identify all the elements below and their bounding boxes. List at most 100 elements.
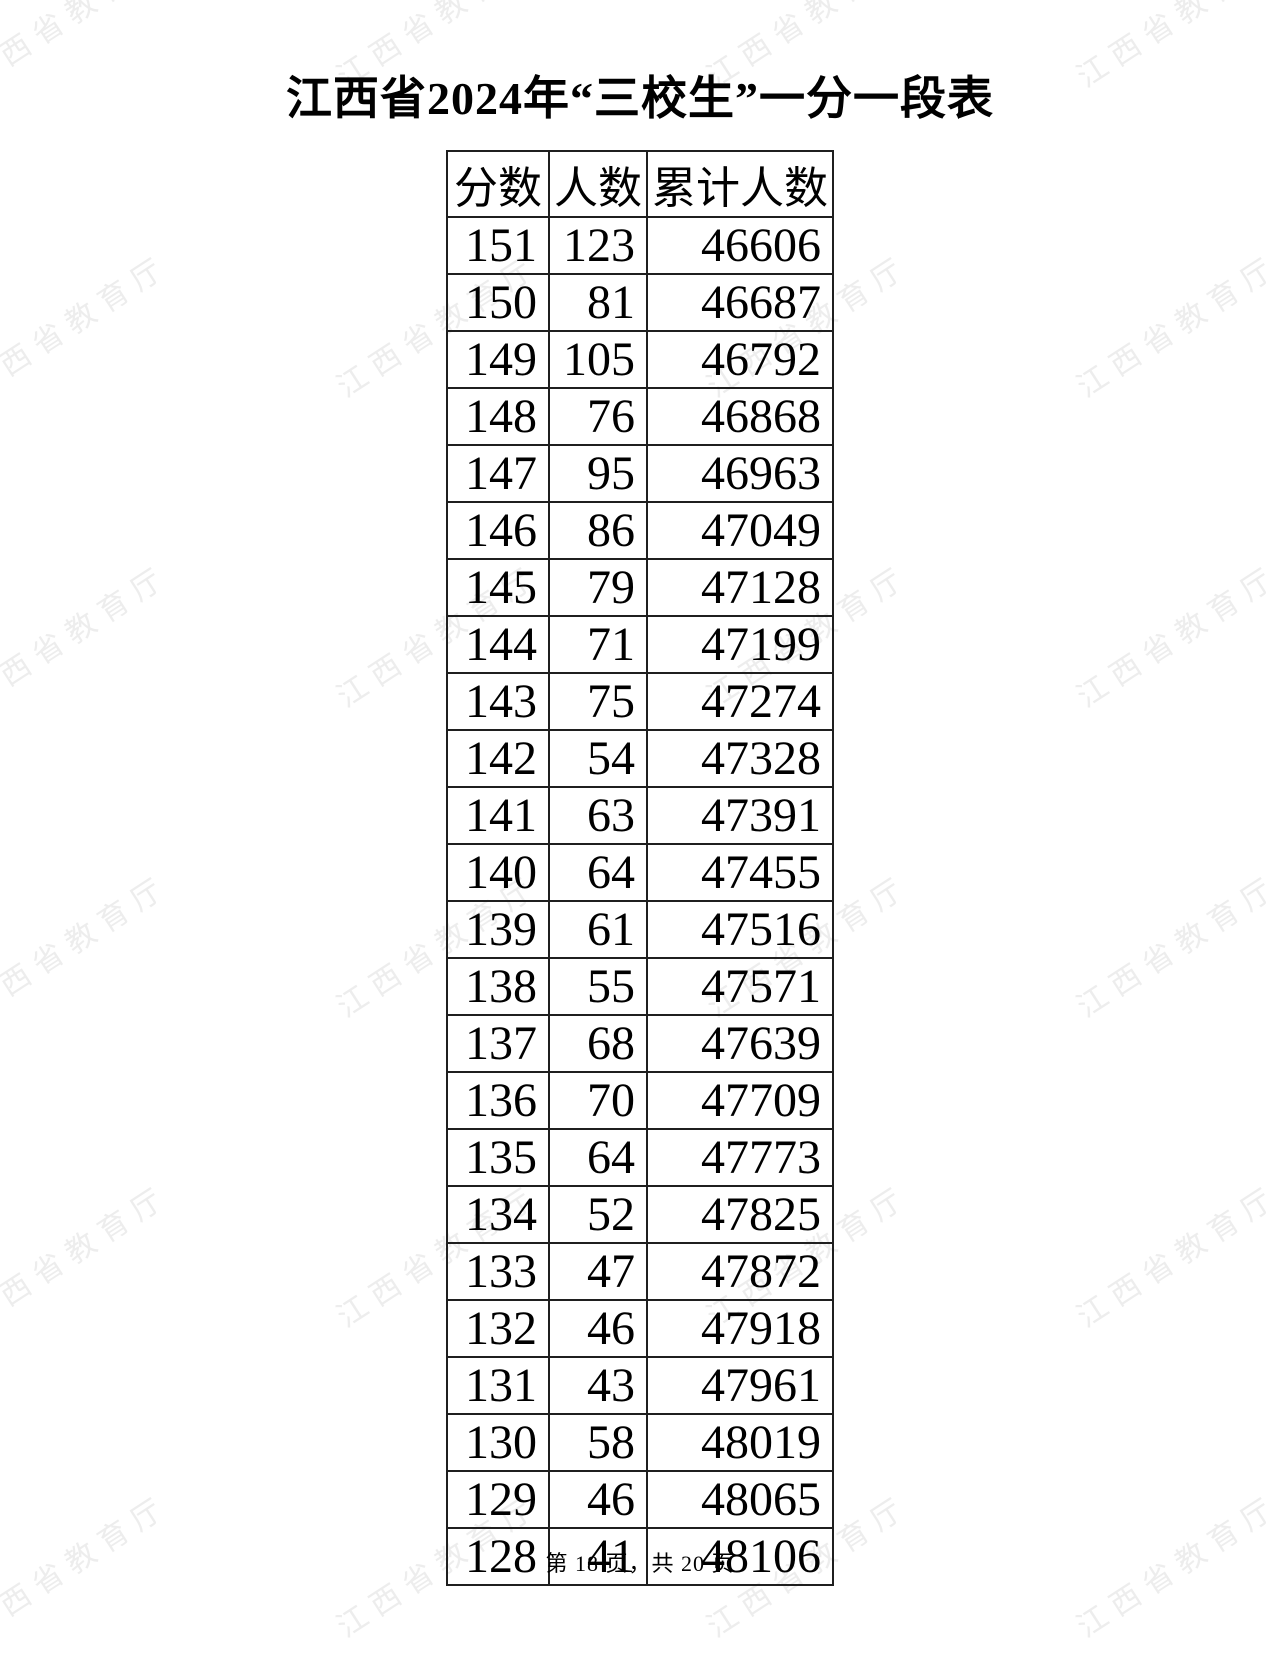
cumulative-cell: 48065 [646, 1470, 834, 1529]
count-cell: 71 [548, 615, 648, 674]
header-count: 人数 [548, 150, 648, 218]
score-cell: 131 [446, 1356, 550, 1415]
cumulative-cell: 47872 [646, 1242, 834, 1301]
table-row: 135 64 47773 [446, 1128, 834, 1187]
table-row: 149 105 46792 [446, 330, 834, 389]
watermark-text: 江西省教育厅 [1071, 1179, 1280, 1335]
table-row: 134 52 47825 [446, 1185, 834, 1244]
header-cumulative: 累计人数 [646, 150, 834, 218]
watermark-text: 江西省教育厅 [0, 249, 176, 405]
cumulative-cell: 46792 [646, 330, 834, 389]
count-cell: 79 [548, 558, 648, 617]
score-cell: 128 [446, 1527, 550, 1586]
table-row: 133 47 47872 [446, 1242, 834, 1301]
table-row: 129 46 48065 [446, 1470, 834, 1529]
cumulative-cell: 47571 [646, 957, 834, 1016]
count-cell: 68 [548, 1014, 648, 1073]
score-cell: 138 [446, 957, 550, 1016]
score-cell: 142 [446, 729, 550, 788]
table-row: 146 86 47049 [446, 501, 834, 560]
cumulative-cell: 47455 [646, 843, 834, 902]
score-cell: 149 [446, 330, 550, 389]
count-cell: 46 [548, 1470, 648, 1529]
watermark-text: 江西省教育厅 [1071, 249, 1280, 405]
table-row: 138 55 47571 [446, 957, 834, 1016]
cumulative-cell: 46606 [646, 216, 834, 275]
score-cell: 150 [446, 273, 550, 332]
count-cell: 86 [548, 501, 648, 560]
cumulative-cell: 47128 [646, 558, 834, 617]
watermark-text: 江西省教育厅 [0, 1179, 176, 1335]
header-score: 分数 [446, 150, 550, 218]
table-row: 150 81 46687 [446, 273, 834, 332]
score-cell: 133 [446, 1242, 550, 1301]
cumulative-cell: 47516 [646, 900, 834, 959]
cumulative-cell: 48106 [646, 1527, 834, 1586]
watermark-text: 江西省教育厅 [0, 559, 176, 715]
page-footer: 第 18 页，共 20 页 [545, 1551, 735, 1576]
cumulative-cell: 47049 [646, 501, 834, 560]
cumulative-cell: 47773 [646, 1128, 834, 1187]
cumulative-cell: 46868 [646, 387, 834, 446]
table-row: 139 61 47516 [446, 900, 834, 959]
score-cell: 146 [446, 501, 550, 560]
table-row: 147 95 46963 [446, 444, 834, 503]
table-row: 148 76 46868 [446, 387, 834, 446]
score-cell: 147 [446, 444, 550, 503]
table-row: 151 123 46606 [446, 216, 834, 275]
table-row: 136 70 47709 [446, 1071, 834, 1130]
score-cell: 140 [446, 843, 550, 902]
table-row: 144 71 47199 [446, 615, 834, 674]
score-cell: 130 [446, 1413, 550, 1472]
table-row: 141 63 47391 [446, 786, 834, 845]
cumulative-cell: 47199 [646, 615, 834, 674]
cumulative-cell: 47825 [646, 1185, 834, 1244]
count-cell: 52 [548, 1185, 648, 1244]
cumulative-cell: 47274 [646, 672, 834, 731]
score-cell: 132 [446, 1299, 550, 1358]
count-cell: 41 [548, 1527, 648, 1586]
count-cell: 47 [548, 1242, 648, 1301]
count-cell: 70 [548, 1071, 648, 1130]
count-cell: 61 [548, 900, 648, 959]
table-row: 140 64 47455 [446, 843, 834, 902]
cumulative-cell: 47918 [646, 1299, 834, 1358]
cumulative-cell: 46687 [646, 273, 834, 332]
count-cell: 63 [548, 786, 648, 845]
cumulative-cell: 47709 [646, 1071, 834, 1130]
cumulative-cell: 47961 [646, 1356, 834, 1415]
table-row: 142 54 47328 [446, 729, 834, 788]
watermark-text: 江西省教育厅 [0, 869, 176, 1025]
page-title: 江西省2024年“三校生”一分一段表 [286, 73, 994, 124]
table-row: 137 68 47639 [446, 1014, 834, 1073]
count-cell: 46 [548, 1299, 648, 1358]
count-cell: 55 [548, 957, 648, 1016]
score-cell: 139 [446, 900, 550, 959]
count-cell: 58 [548, 1413, 648, 1472]
score-cell: 135 [446, 1128, 550, 1187]
table-row: 132 46 47918 [446, 1299, 834, 1358]
count-cell: 43 [548, 1356, 648, 1415]
count-cell: 95 [548, 444, 648, 503]
score-cell: 129 [446, 1470, 550, 1529]
count-cell: 123 [548, 216, 648, 275]
cumulative-cell: 47391 [646, 786, 834, 845]
watermark-text: 江西省教育厅 [1071, 869, 1280, 1025]
watermark-text: 江西省教育厅 [1071, 559, 1280, 715]
count-cell: 64 [548, 1128, 648, 1187]
table-row: 145 79 47128 [446, 558, 834, 617]
cumulative-cell: 46963 [646, 444, 834, 503]
score-cell: 141 [446, 786, 550, 845]
table-row: 143 75 47274 [446, 672, 834, 731]
cumulative-cell: 48019 [646, 1413, 834, 1472]
count-cell: 105 [548, 330, 648, 389]
score-cell: 136 [446, 1071, 550, 1130]
table-header-row: 分数 人数 累计人数 [446, 150, 834, 218]
count-cell: 75 [548, 672, 648, 731]
count-cell: 81 [548, 273, 648, 332]
table-row: 128 41 48106 [446, 1527, 834, 1586]
score-cell: 137 [446, 1014, 550, 1073]
count-cell: 54 [548, 729, 648, 788]
table-row: 131 43 47961 [446, 1356, 834, 1415]
